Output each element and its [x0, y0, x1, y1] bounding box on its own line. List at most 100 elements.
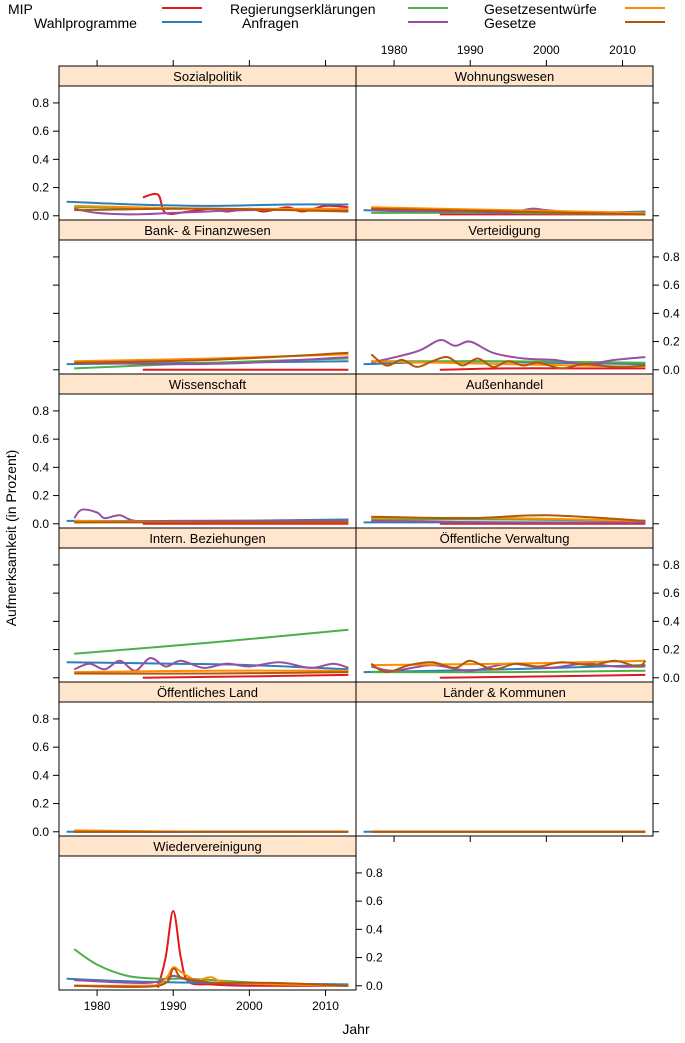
panel-intern-beziehungen: Intern. Beziehungen: [53, 527, 357, 683]
y-tick-label: 0.8: [32, 712, 49, 726]
y-tick-label: 0.0: [32, 517, 49, 531]
legend-label-mip: MIP: [8, 1, 33, 17]
y-tick-label: 0.8: [663, 250, 680, 264]
series-line-gesetze: [371, 514, 646, 522]
legend-label-gesetze: Gesetze: [484, 15, 536, 31]
series-line-gesetze: [371, 207, 646, 216]
panel-series: [66, 508, 349, 525]
x-tick-label-bottom: 2000: [236, 999, 263, 1013]
panel-wissenschaft: Wissenschaft 0.0 0.2 0.4 0.6 0.8: [32, 373, 357, 531]
panel-wiedervereinigung: Wiedervereinigung 0.0 0.2 0.4 0.6 0.8: [58, 835, 383, 993]
series-line-gesetze: [74, 351, 349, 364]
panel-title: Öffentliche Verwaltung: [440, 531, 570, 546]
outer-axes: 1980 1990 2000 2010 1980 1990 2000 2010: [84, 43, 636, 1013]
panel-sozialpolitik: Sozialpolitik 0.0 0.2 0.4 0.6 0.8: [32, 65, 357, 223]
panel-öffentliches-land: Öffentliches Land 0.0 0.2 0.4 0.6 0.8: [32, 681, 357, 839]
panel-title: Öffentliches Land: [157, 685, 258, 700]
panel-bank-finanzwesen: Bank- & Finanzwesen: [53, 219, 357, 375]
y-tick-label: 0.8: [32, 404, 49, 418]
panel-title: Länder & Kommunen: [443, 685, 566, 700]
legend-label-wahlprogramme: Wahlprogramme: [34, 15, 137, 31]
panel-title: Bank- & Finanzwesen: [144, 223, 270, 238]
panel-title: Wiedervereinigung: [153, 839, 261, 854]
panel-wohnungswesen: Wohnungswesen: [355, 65, 659, 221]
panel-frame: [355, 85, 654, 221]
y-tick-label: 0.6: [366, 894, 383, 908]
panel-series: [66, 829, 349, 833]
y-tick-label: 0.2: [32, 181, 49, 195]
series-line-gesetze: [370, 659, 647, 674]
y-tick-label: 0.8: [366, 866, 383, 880]
legend-label-gesetzesentwürfe: Gesetzesentwürfe: [484, 1, 597, 17]
y-tick-label: 0.6: [32, 124, 49, 138]
series-line-gesetzesentwürfe: [74, 669, 349, 674]
panel-länder-kommunen: Länder & Kommunen: [355, 681, 659, 837]
panel-series: [66, 910, 349, 989]
panels: Sozialpolitik 0.0 0.2 0.4 0.6 0.8 Wohnungswese…: [32, 65, 680, 993]
series-line-wahlprogramme: [66, 200, 349, 207]
series-line-mip: [142, 673, 349, 679]
panel-title: Sozialpolitik: [173, 69, 242, 84]
y-tick-label: 0.6: [32, 740, 49, 754]
panel-öffentliche-verwaltung: Öffentliche Verwaltung 0.0 0.2 0.4 0.6 0.8: [355, 527, 680, 685]
series-line-anfragen: [371, 519, 646, 524]
panel-frame: [355, 393, 654, 529]
series-line-regierungserklärungen: [74, 628, 349, 655]
y-tick-label: 0.6: [663, 278, 680, 292]
x-axis-title: Jahr: [342, 1021, 370, 1037]
series-line-anfragen: [370, 339, 646, 366]
x-tick-label-top: 1980: [381, 43, 408, 57]
panel-frame: [58, 85, 357, 221]
x-tick-label-bottom: 2010: [312, 999, 339, 1013]
panel-series: [363, 514, 646, 525]
y-tick-label: 0.4: [32, 768, 49, 782]
y-axis-title: Aufmerksamkeit (in Prozent): [3, 450, 19, 627]
series-line-gesetze: [74, 207, 349, 213]
legend-label-regierungserklärungen: Regierungserklärungen: [230, 1, 376, 17]
y-tick-label: 0.0: [663, 363, 680, 377]
y-tick-label: 0.8: [663, 558, 680, 572]
y-tick-label: 0.2: [32, 489, 49, 503]
series-line-mip: [439, 673, 646, 679]
y-tick-label: 0.0: [32, 825, 49, 839]
y-tick-label: 0.4: [663, 306, 680, 320]
series-line-gesetzesentwürfe: [371, 206, 646, 214]
x-tick-label-bottom: 1990: [160, 999, 187, 1013]
x-tick-label-top: 1990: [457, 43, 484, 57]
series-line-gesetze: [370, 353, 646, 370]
x-tick-label-top: 2000: [533, 43, 560, 57]
series-line-anfragen: [74, 356, 349, 366]
series-line-gesetze: [74, 671, 349, 675]
series-line-anfragen: [73, 657, 349, 672]
panel-series: [363, 339, 646, 371]
y-tick-label: 0.8: [32, 96, 49, 110]
y-tick-label: 0.0: [366, 979, 383, 993]
y-tick-label: 0.4: [663, 614, 680, 628]
y-tick-label: 0.0: [663, 671, 680, 685]
y-tick-label: 0.4: [366, 922, 383, 936]
panel-title: Wissenschaft: [169, 377, 247, 392]
panel-außenhandel: Außenhandel: [355, 373, 659, 529]
panel-title: Verteidigung: [468, 223, 540, 238]
y-tick-label: 0.4: [32, 460, 49, 474]
y-tick-label: 0.6: [663, 586, 680, 600]
panel-frame: [58, 855, 357, 991]
panel-series: [66, 351, 349, 371]
panel-title: Außenhandel: [466, 377, 543, 392]
series-line-regierungserklärungen: [371, 669, 646, 674]
panel-title: Intern. Beziehungen: [149, 531, 265, 546]
series-line-anfragen: [73, 508, 349, 523]
y-tick-label: 0.0: [32, 209, 49, 223]
x-tick-label-bottom: 1980: [84, 999, 111, 1013]
series-line-mip: [439, 367, 646, 371]
series-line-gesetze: [74, 967, 349, 989]
y-tick-label: 0.2: [663, 335, 680, 349]
y-tick-label: 0.4: [32, 152, 49, 166]
panel-verteidigung: Verteidigung 0.0 0.2 0.4 0.6 0.8: [355, 219, 680, 377]
y-tick-label: 0.2: [663, 643, 680, 657]
panel-series: [66, 628, 349, 679]
y-tick-label: 0.6: [32, 432, 49, 446]
panel-series: [363, 206, 646, 216]
